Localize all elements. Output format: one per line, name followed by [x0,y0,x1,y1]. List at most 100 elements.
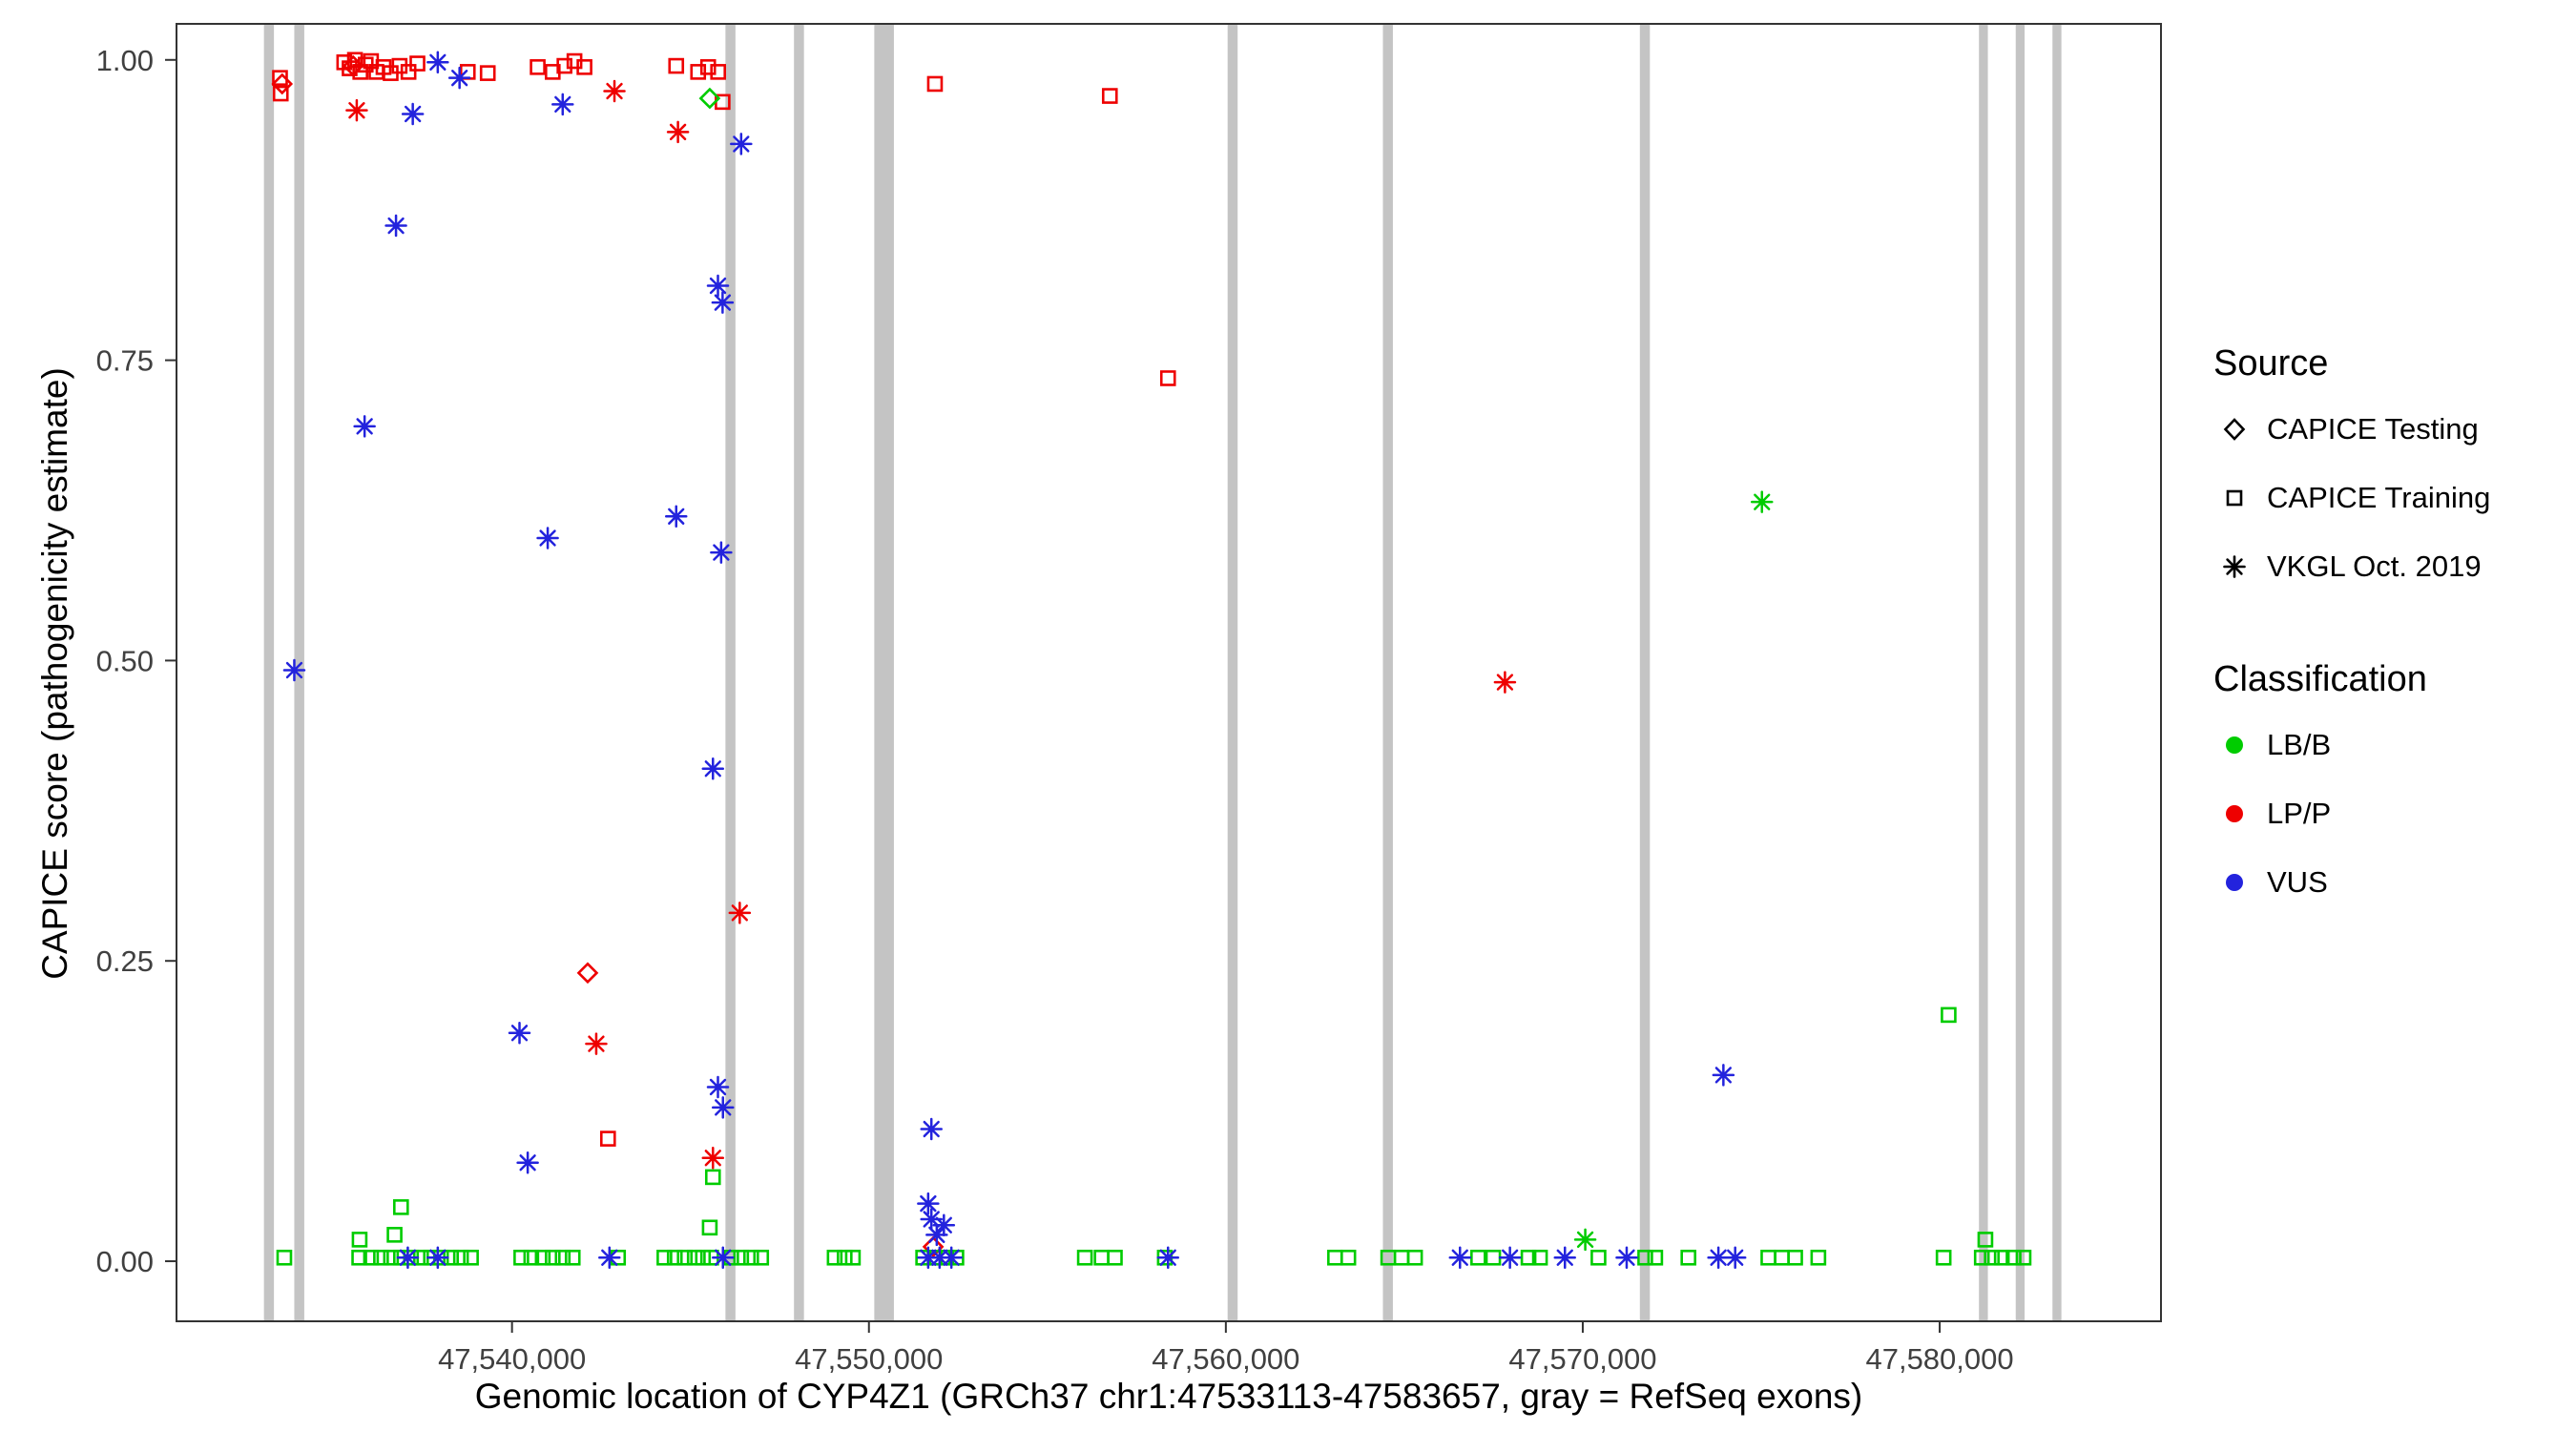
data-point-square [554,1249,571,1266]
data-point-square [686,1249,703,1266]
data-point-asterisk [1156,1246,1179,1270]
data-point-square [1590,1249,1607,1266]
data-point-square [393,1199,409,1215]
data-point-square [733,1249,750,1266]
legend-item-label: CAPICE Training [2267,481,2491,514]
data-point-square [599,1130,616,1147]
data-point-square [1787,1249,1803,1266]
data-point-asterisk [353,415,376,438]
data-point-square [1647,1249,1664,1266]
data-point-square [1076,1249,1093,1266]
data-point-square [1941,1006,1957,1024]
data-point-square [699,59,717,75]
data-point-square [346,52,364,69]
data-point-asterisk [426,1246,449,1270]
circle-glyph [2226,736,2243,754]
legend-source-items: CAPICE Testing CAPICE Training VKGL Oct. 2… [2213,407,2576,589]
data-point-square [545,1249,561,1266]
data-point-square [2015,1249,2032,1266]
x-tick-label: 47,560,000 [1152,1342,1299,1376]
data-point-square [409,55,426,72]
data-point-square [826,1249,843,1266]
data-point-square [1993,1249,2010,1266]
y-tick-label: 0.75 [96,344,154,378]
data-point-square [459,64,476,80]
data-point-asterisk [426,51,449,74]
data-point-square [463,1249,479,1266]
data-point-square [676,1249,694,1266]
data-point-square [276,1249,293,1266]
data-point-asterisk [1573,1228,1597,1252]
y-tick-label: 0.50 [96,644,154,677]
data-point-asterisk [917,1192,940,1215]
legend-classification-items: LB/B LP/P VUS [2213,723,2576,904]
data-point-square [351,1232,368,1248]
data-point-square [743,1249,759,1266]
y-tick-label: 0.25 [96,944,154,978]
legend: Source CAPICE Testing CAPICE Training VKGL… [2213,343,2576,929]
legend-item-capice-testing: CAPICE Testing [2213,407,2576,451]
data-point-asterisk [1707,1246,1730,1270]
circle-icon [2226,874,2243,891]
data-point-square [400,64,417,80]
data-point-square [701,1219,718,1236]
data-point-square [363,1249,380,1266]
data-point-asterisk [701,1146,725,1170]
data-point-asterisk [598,1246,621,1270]
data-point-square [373,1249,389,1266]
data-point-square [666,1249,683,1266]
legend-source: Source CAPICE Testing CAPICE Training VKGL… [2213,343,2576,589]
exon-bar [1227,24,1238,1321]
data-point-square [668,57,685,74]
data-point-square [1637,1249,1653,1266]
data-point-square [1520,1249,1537,1266]
x-axis-title: Genomic location of CYP4Z1 (GRCh37 chr1:… [474,1377,1863,1416]
legend-classification: Classification LB/B LP/P VUS [2213,659,2576,904]
data-point-square [1984,1249,2000,1266]
exon-bar [1382,24,1393,1321]
data-point-asterisk [585,1032,608,1055]
data-point-square [1340,1249,1357,1266]
exon-bar [263,24,275,1321]
data-point-asterisk [603,79,626,103]
data-point-square [844,1249,862,1266]
circle-icon [2226,736,2243,754]
diamond-icon [2223,418,2246,441]
panel-border [176,23,2162,1322]
data-point-asterisk [516,1151,539,1174]
data-point-square [1393,1249,1410,1266]
data-point-square [1935,1249,1952,1266]
exon-bar [794,24,804,1321]
legend-item-capice-training: CAPICE Training [2213,476,2576,520]
diamond-glyph [2223,418,2246,441]
data-point-square [383,1249,400,1266]
legend-classification-title: Classification [2213,659,2427,699]
x-tick-label: 47,580,000 [1865,1342,2013,1376]
x-tick-label: 47,540,000 [438,1342,586,1376]
data-point-asterisk [345,98,368,122]
data-point-square [576,59,592,75]
exon-bar [2052,24,2062,1321]
y-axis-title: CAPICE score (pathogenicity estimate) [35,367,74,980]
data-point-asterisk [401,102,425,126]
square-glyph [2226,489,2243,507]
data-point-square [1531,1249,1548,1266]
data-point-square [837,1249,853,1266]
data-point-square [1485,1249,1502,1266]
y-tick-label: 1.00 [96,44,154,77]
legend-item-label: CAPICE Testing [2267,412,2479,446]
data-point-square [1107,1249,1123,1266]
data-point-asterisk [928,1246,951,1270]
data-point-diamond [922,1235,945,1258]
data-point-asterisk [920,1208,943,1231]
asterisk-glyph [2223,555,2246,578]
legend-item-lp-p: LP/P [2213,792,2576,836]
data-point-asterisk [664,505,688,529]
exon-bar [725,24,736,1321]
data-point-square [695,1249,712,1266]
data-point-square [1680,1249,1696,1266]
data-point-asterisk [917,1246,940,1270]
data-point-asterisk [536,527,559,550]
circle-glyph [2226,805,2243,822]
data-point-square [1760,1249,1776,1266]
